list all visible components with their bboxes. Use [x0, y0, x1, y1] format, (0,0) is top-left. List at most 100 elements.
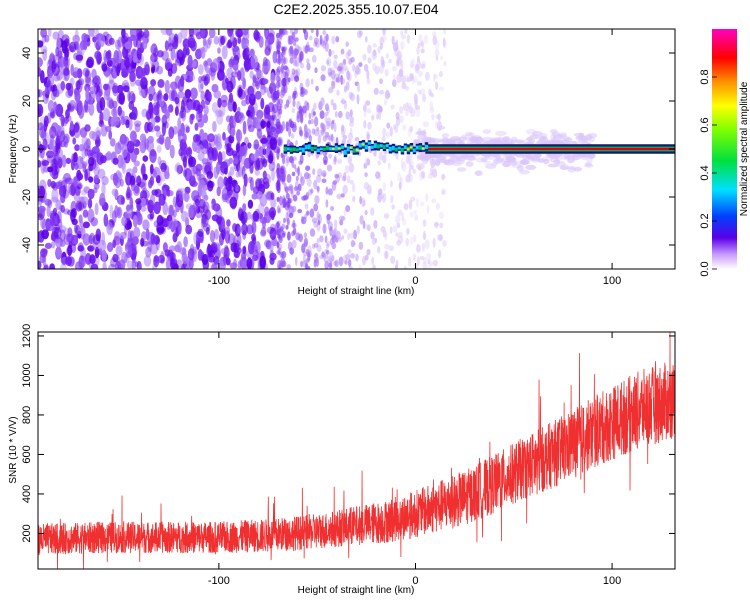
spectrogram-cell	[331, 242, 337, 250]
spectrogram-cell	[271, 103, 279, 114]
spectrogram-cell	[89, 130, 96, 140]
spectrogram-cell	[347, 249, 352, 254]
spectrogram-cell	[147, 85, 156, 97]
spectrogram-cell	[422, 121, 429, 128]
spectrogram-cell	[420, 201, 425, 207]
spectrogram-cell	[352, 183, 356, 193]
spectrogram-cell	[401, 161, 407, 172]
spectrogram-cell	[195, 198, 200, 207]
spectrogram-cell	[319, 254, 324, 260]
spectrogram-cell	[435, 81, 439, 90]
spectrogram-cell	[440, 55, 444, 61]
spectrogram-cell	[78, 144, 85, 152]
spectrogram-cell	[76, 172, 84, 181]
spectrogram-cell	[420, 41, 423, 47]
spectrogram-cell	[88, 29, 95, 37]
spectrogram-cell	[205, 226, 210, 235]
spectrogram-cell	[401, 75, 406, 85]
spectrogram-cell	[260, 118, 265, 130]
spectrogram-cell	[252, 210, 260, 222]
spectrogram-cell	[438, 138, 449, 144]
spectrogram-cell	[337, 73, 341, 82]
spectrogram-cell	[179, 247, 187, 255]
snr-y-axis-label: SNR (10 * V/V)	[8, 416, 19, 483]
spectrogram-cell	[38, 196, 43, 207]
spectrogram-cell	[275, 32, 280, 39]
spectrogram-cell	[198, 79, 204, 93]
spectrogram-cell	[305, 262, 308, 269]
spectrogram-cell	[385, 53, 389, 59]
spectrogram-cell	[366, 77, 371, 85]
signal-segment	[292, 147, 297, 151]
spectrogram-cell	[142, 136, 147, 150]
spectrogram-cell	[46, 80, 52, 93]
spectrogram-cell	[180, 99, 185, 113]
signal-segment	[406, 148, 411, 151]
spectrogram-cell	[247, 199, 254, 209]
spectrogram-cell	[140, 205, 147, 212]
spectrogram-cell	[160, 250, 165, 263]
spectrogram-cell	[430, 93, 435, 98]
spectrogram-cell	[181, 110, 187, 122]
spectrogram-cell	[408, 256, 412, 267]
spectrogram-cell	[170, 221, 176, 233]
spectrogram-cell	[193, 29, 201, 36]
spectrogram-cell	[430, 158, 436, 169]
spectrogram-cell	[377, 160, 382, 166]
spectrogram-cell	[349, 121, 355, 127]
spectrogram-cell	[346, 140, 351, 145]
spectrogram-cell	[365, 223, 369, 230]
spectrogram-cell	[188, 37, 196, 49]
spectrogram-cell	[537, 158, 545, 164]
spectrogram-cell	[315, 85, 319, 92]
signal-segment	[412, 148, 417, 153]
spectrogram-cell	[395, 112, 400, 120]
spectrogram-cell	[358, 62, 363, 68]
spectrogram-cell	[118, 259, 126, 269]
spectrogram-cell	[417, 134, 428, 140]
spectrogram-cell	[152, 166, 161, 179]
spectrogram-cell	[292, 194, 298, 202]
spectrogram-cell	[131, 260, 137, 269]
spectrogram-cell	[293, 29, 299, 35]
spectrogram-cell	[195, 134, 201, 142]
spectrogram-cell	[366, 158, 371, 166]
spectrogram-cell	[156, 50, 164, 58]
spectrogram-cell	[94, 136, 101, 148]
spectrogram-cell	[185, 224, 193, 235]
spectrogram-cell	[341, 77, 346, 85]
spectrogram-cell	[285, 192, 290, 200]
spectrogram-cell	[421, 171, 426, 179]
spectrogram-cell	[168, 104, 174, 113]
spectrogram-cell	[313, 37, 319, 45]
spectrogram-cell	[365, 100, 371, 106]
spectrogram-cell	[320, 97, 325, 107]
spectrogram-cell	[378, 151, 384, 161]
spectrogram-cell	[131, 107, 136, 120]
spectrogram-cell	[164, 170, 170, 180]
spectrogram-cell	[295, 175, 299, 182]
spectrogram-cell	[303, 133, 308, 140]
spectrogram-cell	[314, 195, 320, 205]
spectrogram-cell	[427, 259, 431, 265]
spectrogram-cell	[384, 68, 389, 77]
spectrogram-cell	[245, 94, 250, 105]
spectrogram-cell	[200, 90, 206, 101]
spectrogram-cell	[155, 130, 162, 138]
spectrogram-cell	[320, 65, 326, 72]
spectrogram-cell	[284, 104, 287, 110]
spectrogram-cell	[433, 73, 439, 79]
spectrogram-cell	[456, 167, 467, 172]
spectrogram-cell	[294, 37, 299, 42]
spectrogram-cell	[350, 253, 355, 259]
spectrogram-cell	[96, 90, 101, 104]
spectrogram-cell	[341, 235, 345, 240]
spectrogram-cell	[366, 69, 370, 80]
spectrogram-cell	[288, 212, 294, 219]
spectrogram-cell	[223, 246, 230, 260]
spectrogram-cell	[42, 138, 48, 151]
spectrogram-cell	[85, 77, 92, 87]
spectrogram-cell	[56, 211, 62, 224]
spectrogram-cell	[181, 142, 188, 156]
spectrogram-cell	[373, 220, 378, 229]
